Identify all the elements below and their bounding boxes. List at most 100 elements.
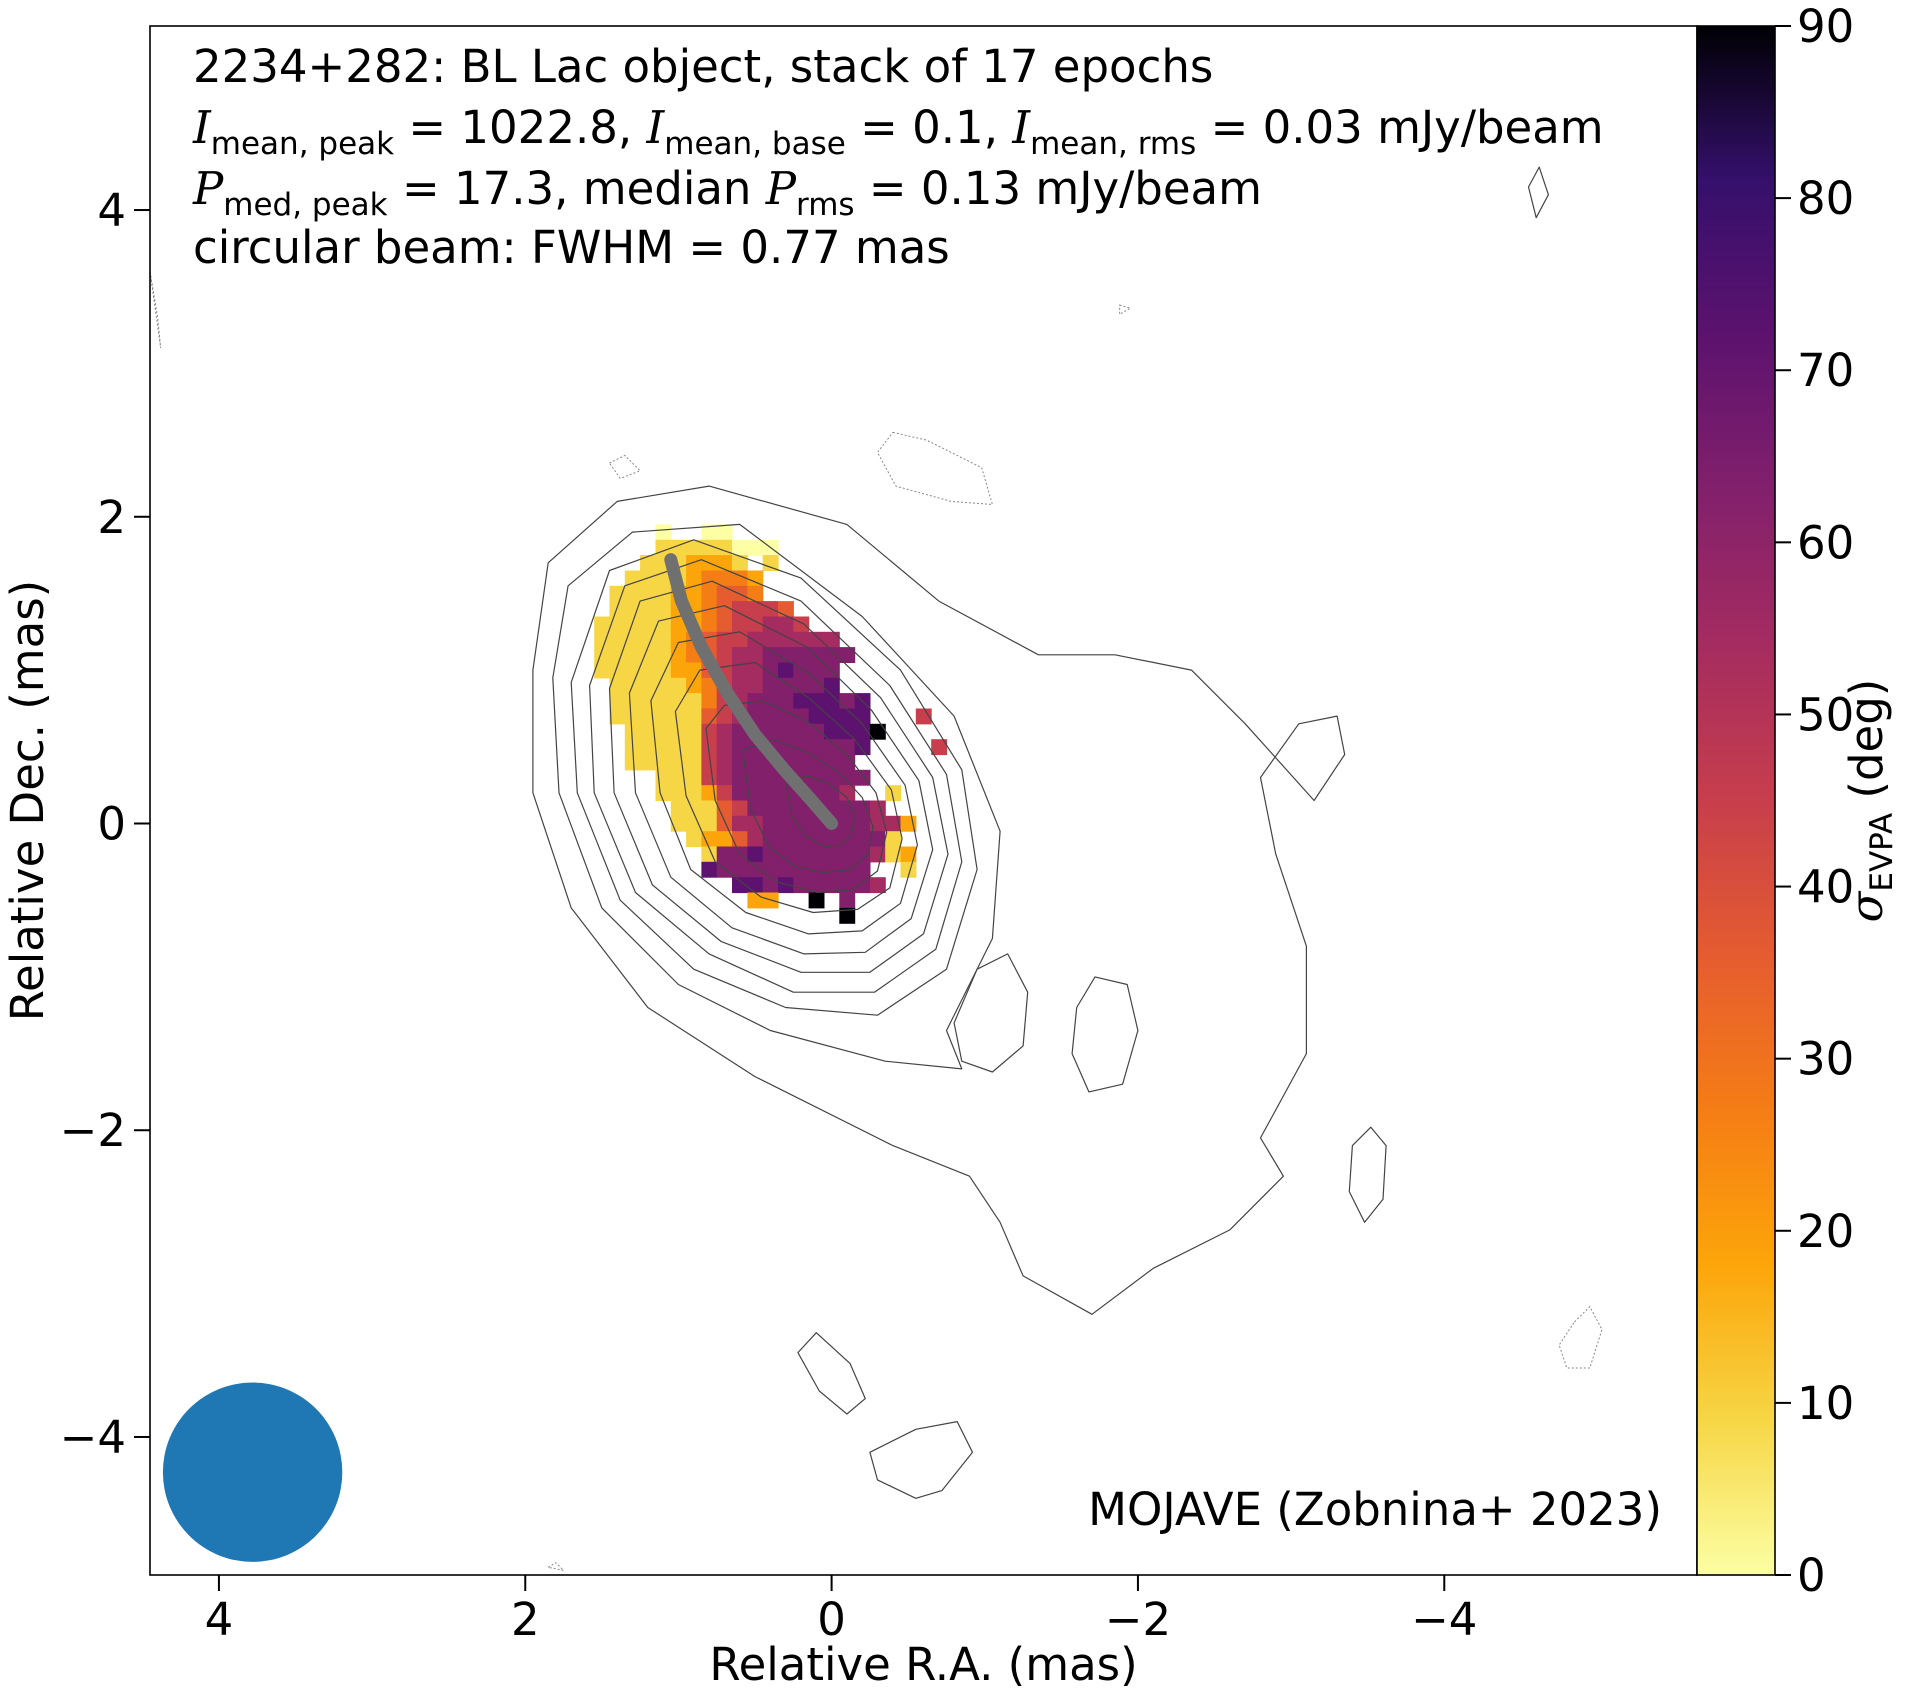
x-axis-ticks: 4 2 0 −2 −4 <box>205 1575 1477 1646</box>
colorbar <box>1696 25 1776 1576</box>
colorbar-tick-label: 30 <box>1797 1033 1854 1086</box>
evpa-cell <box>839 739 856 756</box>
evpa-cell <box>686 815 702 832</box>
contour-line <box>650 631 918 935</box>
evpa-cell <box>732 662 748 679</box>
evpa-cell <box>762 800 779 817</box>
evpa-cell <box>793 647 810 663</box>
evpa-cell <box>900 846 917 863</box>
contour-line <box>628 605 934 955</box>
evpa-cell <box>655 785 672 802</box>
evpa-cell <box>640 662 656 679</box>
evpa-cell <box>686 677 702 694</box>
evpa-cell <box>823 769 840 786</box>
evpa-cell <box>609 677 626 694</box>
intensity-contours <box>149 166 1603 1572</box>
colorbar-tick-label: 20 <box>1797 1205 1854 1258</box>
evpa-cell <box>640 677 656 694</box>
evpa-cell <box>747 800 764 817</box>
contour-line <box>705 700 888 894</box>
evpa-cell <box>747 877 764 894</box>
x-tick-label: −2 <box>1105 1593 1171 1646</box>
evpa-cell <box>624 693 641 709</box>
x-tick-label: −4 <box>1411 1593 1477 1646</box>
contour-line <box>797 1332 866 1415</box>
evpa-cell <box>701 616 718 633</box>
evpa-cell <box>655 723 672 740</box>
evpa-cell <box>716 555 733 571</box>
evpa-cell <box>701 861 718 878</box>
evpa-cell <box>701 677 718 694</box>
evpa-cell <box>716 601 733 617</box>
evpa-cell <box>793 677 810 694</box>
evpa-cell <box>640 555 656 571</box>
evpa-cell <box>762 662 779 679</box>
evpa-cell <box>869 831 886 848</box>
jet-ridge-line <box>664 553 839 830</box>
evpa-cell <box>624 708 641 725</box>
evpa-cell <box>701 739 718 756</box>
evpa-cell <box>823 647 840 663</box>
contour-line <box>552 523 1001 1070</box>
evpa-cell <box>793 846 810 863</box>
evpa-cell <box>839 785 856 802</box>
evpa-cell <box>823 877 840 894</box>
evpa-cell <box>716 570 733 587</box>
evpa-cell <box>869 723 886 740</box>
evpa-cell <box>686 831 702 848</box>
evpa-cell <box>701 693 718 709</box>
evpa-cell <box>885 815 902 832</box>
evpa-cell <box>624 631 641 648</box>
evpa-cell <box>823 739 840 756</box>
evpa-cell <box>701 585 718 602</box>
evpa-cell <box>778 631 794 648</box>
evpa-cell <box>686 739 702 756</box>
evpa-cell <box>839 769 856 786</box>
evpa-cell <box>762 861 779 878</box>
contour-line <box>869 1421 974 1499</box>
subscript-rms: rms <box>796 186 855 223</box>
evpa-cell <box>823 631 840 648</box>
evpa-cell <box>747 539 764 556</box>
negative-contour-line <box>149 271 162 349</box>
evpa-cell <box>839 693 856 709</box>
evpa-cell <box>915 708 932 725</box>
evpa-cell <box>624 601 641 617</box>
evpa-cell <box>655 754 672 771</box>
contour-line <box>589 559 963 993</box>
title-line-3: Pmed, peak = 17.3, median Prms = 0.13 mJ… <box>193 166 1262 220</box>
evpa-cell <box>686 723 702 740</box>
evpa-cell <box>716 585 733 602</box>
y-tick-label: −2 <box>60 1104 126 1157</box>
evpa-cell <box>686 555 702 571</box>
evpa-cell <box>762 708 779 725</box>
evpa-cell <box>624 585 641 602</box>
x-axis-label: Relative R.A. (mas) <box>709 1638 1137 1691</box>
title-line-4: circular beam: FWHM = 0.77 mas <box>193 221 950 274</box>
evpa-cell <box>762 631 779 648</box>
evpa-cell <box>747 769 764 786</box>
evpa-cell <box>701 769 718 786</box>
evpa-cell <box>701 754 718 771</box>
evpa-cell <box>762 693 779 709</box>
evpa-cell <box>716 754 733 771</box>
evpa-cell <box>701 708 718 725</box>
evpa-cell <box>778 693 794 709</box>
evpa-cell <box>823 785 840 802</box>
evpa-cell <box>885 785 902 802</box>
evpa-cell <box>854 831 871 848</box>
evpa-cell <box>854 861 871 878</box>
subscript-mean-peak: mean, peak <box>210 125 395 162</box>
evpa-cell <box>793 631 810 648</box>
evpa-cell <box>716 708 733 725</box>
evpa-cell <box>686 754 702 771</box>
subscript-mean-rms: mean, rms <box>1030 125 1197 162</box>
evpa-cell <box>762 647 779 663</box>
y-tick-label: −4 <box>60 1411 126 1464</box>
evpa-cell <box>778 861 794 878</box>
evpa-cell <box>594 631 611 648</box>
evpa-cell <box>793 815 810 832</box>
intensity-symbol: I <box>1012 101 1031 154</box>
evpa-cell <box>900 861 917 878</box>
evpa-cell <box>732 677 748 694</box>
